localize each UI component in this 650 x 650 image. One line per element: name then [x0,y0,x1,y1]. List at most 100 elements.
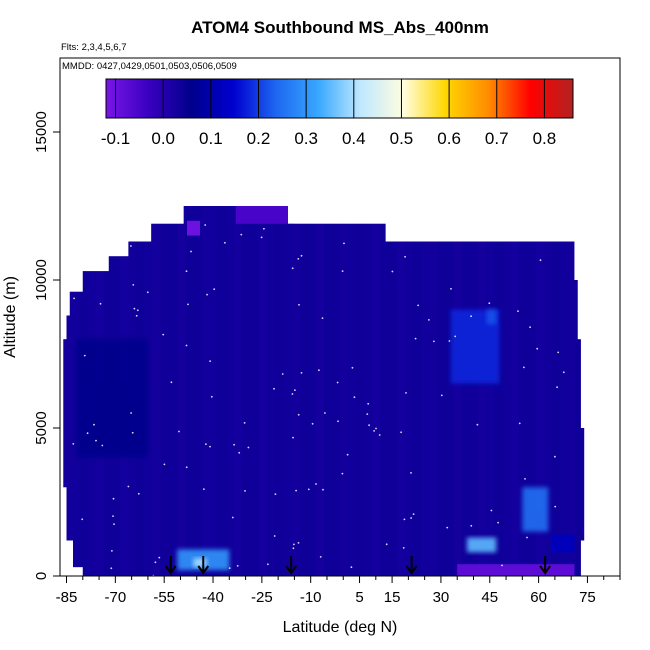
sample-dot [203,488,205,490]
field-column [421,206,430,576]
sample-dot [213,288,216,291]
sample-dot [185,466,188,469]
colorbar-tick-label: 0.4 [342,129,366,148]
sample-dot [86,432,89,435]
field-column [486,206,495,576]
sample-dot [206,293,209,296]
field-column [169,206,178,576]
sample-dot [187,303,189,306]
sample-dot [367,402,370,405]
x-tick-label: 30 [433,589,450,606]
sample-dot [321,317,324,319]
sample-dot [247,446,250,449]
sample-dot [324,412,326,414]
x-tick-label: 5 [355,589,363,606]
sample-dot [154,561,157,564]
sample-dot [292,436,294,439]
y-tick-label: 10000 [33,259,50,301]
sample-dot [405,392,407,394]
x-tick-label: -55 [153,589,175,606]
x-tick-label: 15 [384,589,401,606]
profile-arrow [405,556,418,575]
sample-dot [490,509,493,512]
sample-dot [337,420,339,423]
sample-dot [113,523,115,525]
sample-dot [353,396,356,399]
sample-dot [501,564,503,567]
sample-dot [281,373,284,375]
colorbar-tick-label: 0.3 [294,129,318,148]
sample-dot [274,493,277,495]
sample-dot [470,524,473,527]
sample-dot [263,227,265,230]
sample-dot [131,431,134,434]
profile-arrow [285,556,297,575]
field-column [152,206,161,576]
sample-dot [448,340,451,342]
field-column [185,206,194,576]
sample-dot [185,270,188,273]
field-column [217,206,227,576]
field-column [413,206,422,576]
field-column [323,206,332,576]
field-column [234,206,243,576]
sample-dot [110,567,113,570]
sample-dot [228,567,231,569]
sample-dot [414,337,417,340]
sample-dot [130,412,133,414]
colorbar-tick-label: 0.6 [437,129,461,148]
heatmap-region [76,339,148,458]
sample-dot [224,241,226,244]
sample-dot [260,236,263,239]
sample-dot [112,515,114,517]
sample-dot [470,315,472,318]
sample-dot [111,550,113,552]
sample-dot [95,439,97,442]
sample-dot [373,430,375,432]
field-column [543,206,552,576]
sample-dot [341,472,344,475]
sample-dot [209,445,211,448]
chart-title: ATOM4 Southbound MS_Abs_400nm [191,18,489,37]
colorbar-tick-label: 0.5 [390,129,414,148]
sample-dot [231,516,234,519]
x-tick-label: 60 [530,589,547,606]
sample-dot [519,227,522,230]
field-column [299,206,308,576]
sample-dot [412,513,415,515]
field-column [315,206,324,576]
field-column [453,206,463,576]
field-column [283,206,292,576]
field-column [470,206,479,576]
sample-dot [240,233,243,236]
sample-dot [554,505,557,508]
sample-dot [346,453,349,456]
field-column [445,206,454,576]
sample-dot [297,258,300,260]
dates-annotation: MMDD: 0427,0429,0501,0503,0506,0509 [62,61,237,72]
sample-dot [417,304,419,307]
sample-dot [385,543,388,546]
colorbar-tick-label: -0.1 [101,129,130,148]
sample-dot [137,492,140,495]
sample-dot [433,340,435,343]
sample-dot [402,547,405,549]
sample-dot [451,235,454,238]
field-column [226,206,235,576]
field-column [209,206,218,576]
sample-dot [298,303,300,306]
sample-dot [306,211,308,214]
sample-dot [130,245,132,247]
sample-dot [539,259,542,262]
field-column [559,206,568,576]
sample-dot [440,394,443,397]
sample-dot [112,497,115,500]
field-column [576,206,585,576]
sample-dot [523,366,525,369]
sample-dot [319,556,322,558]
field-column [478,206,487,576]
field-column [250,206,259,576]
sample-dot [556,386,558,389]
profile-arrow [197,556,210,575]
sample-dot [158,556,161,559]
